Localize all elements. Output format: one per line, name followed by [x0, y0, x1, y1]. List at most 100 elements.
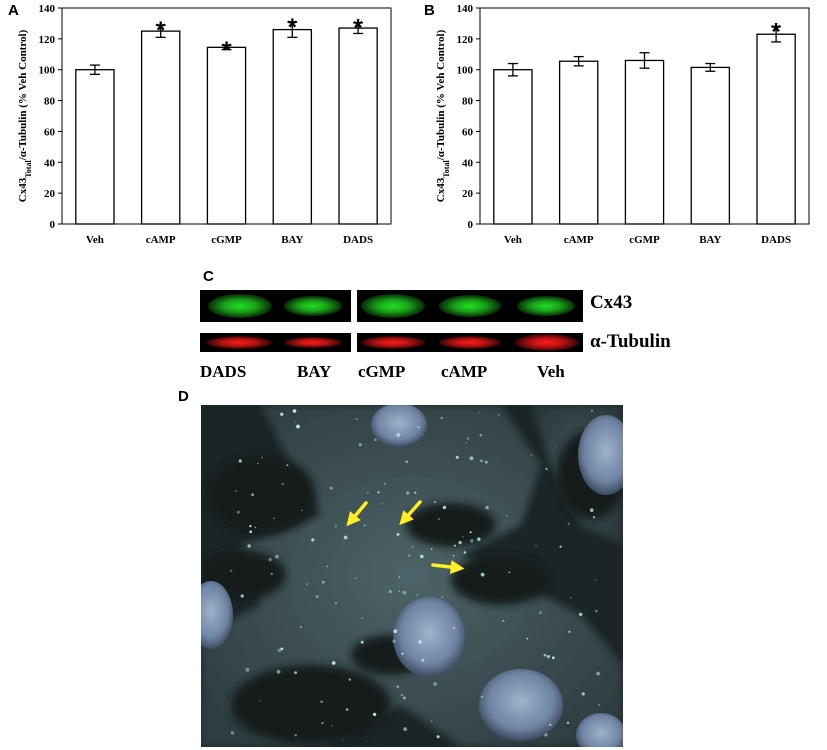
band-tub-camp [439, 336, 501, 349]
cx43-puncta [480, 572, 485, 577]
micrograph-image [201, 405, 623, 747]
cx43-puncta [484, 460, 488, 464]
cx43-puncta [326, 565, 328, 568]
y-tick-label: 60 [44, 126, 56, 138]
blot-row-cx43-right [357, 290, 583, 322]
cx43-puncta [329, 486, 333, 490]
cx43-puncta [342, 738, 344, 741]
cx43-puncta [479, 459, 483, 463]
cx43-puncta [420, 554, 424, 559]
category-label: cGMP [211, 234, 242, 246]
cx43-puncta [438, 518, 440, 520]
y-axis-label-main: Cx43 [17, 177, 29, 202]
bar-dads [756, 33, 796, 225]
cx43-puncta [479, 411, 481, 414]
y-axis-label-rest: /α-Tubulin (% Veh Control) [435, 29, 447, 161]
cx43-puncta [405, 460, 409, 463]
cx43-puncta [257, 462, 259, 464]
cx43-puncta [392, 639, 396, 643]
cx43-puncta [354, 577, 357, 580]
cx43-puncta [383, 482, 386, 485]
cx43-puncta [485, 505, 489, 510]
cx43-puncta [505, 515, 508, 517]
cx43-puncta [539, 611, 542, 615]
cx43-puncta [416, 594, 419, 596]
cx43-puncta [311, 538, 315, 542]
cx43-puncta [552, 656, 555, 660]
significance-marker: * [771, 19, 781, 46]
cx43-puncta [388, 590, 392, 594]
cx43-puncta [320, 700, 323, 704]
cx43-puncta [549, 723, 552, 726]
lane-label-cgmp: cGMP [358, 362, 406, 381]
cx43-puncta [455, 455, 459, 459]
cx43-puncta [479, 434, 483, 437]
cx43-puncta [398, 576, 401, 578]
cx43-puncta [458, 540, 462, 545]
cx43-puncta [345, 708, 349, 711]
y-tick-label: 120 [457, 34, 474, 46]
cx43-puncta [470, 539, 474, 543]
category-label: cAMP [146, 234, 176, 246]
y-tick-label: 20 [44, 188, 56, 200]
cx43-puncta [414, 491, 417, 494]
cx43-puncta [331, 661, 336, 665]
significance-marker: * [353, 15, 363, 42]
cx43-puncta [403, 696, 406, 700]
cx43-puncta [408, 554, 411, 557]
cx43-puncta [292, 409, 297, 413]
cx43-puncta [477, 537, 481, 541]
cx43-puncta [306, 583, 308, 586]
fluorescence-micrograph [201, 405, 623, 747]
cx43-puncta [249, 530, 252, 534]
panel-label-d: D [178, 388, 189, 405]
band-tub-cgmp [361, 336, 425, 349]
cx43-puncta [301, 509, 303, 511]
cx43-puncta [403, 727, 407, 731]
lane-label-dads: DADS [200, 362, 247, 381]
cx43-puncta [261, 456, 263, 459]
y-tick-label: 0 [50, 219, 56, 231]
cx43-puncta [591, 409, 593, 412]
bar-veh [493, 69, 533, 225]
cx43-puncta [296, 424, 300, 429]
cx43-puncta [581, 692, 585, 696]
y-tick-label: 0 [468, 219, 474, 231]
cx43-puncta [526, 637, 529, 640]
y-tick-label: 140 [457, 3, 474, 15]
blot-label-tubulin: α-Tubulin [590, 331, 671, 352]
cx43-puncta [401, 652, 404, 655]
cx43-puncta [249, 525, 252, 528]
bar-cgmp [624, 59, 665, 225]
cx43-puncta [421, 658, 425, 662]
cx43-puncta [596, 671, 600, 676]
cx43-puncta [331, 725, 333, 727]
y-axis-label-rest: /α-Tubulin (% Veh Control) [17, 29, 29, 161]
lane-label-bay: BAY [297, 362, 332, 381]
cx43-puncta [466, 437, 470, 440]
cx43-puncta [300, 626, 302, 628]
band-cx43-dads [208, 294, 272, 318]
chart-a: 0 20 40 60 80 100 120 140 Cx43Total/α-Tubulin (%… [17, 3, 392, 246]
cx43-puncta [360, 640, 364, 644]
category-label: Veh [86, 234, 104, 246]
band-cx43-bay [284, 296, 342, 316]
cx43-puncta [454, 544, 456, 547]
cx43-puncta [259, 700, 261, 702]
cx43-puncta [530, 454, 533, 456]
cx43-puncta [281, 482, 284, 486]
y-tick-label: 40 [462, 157, 474, 169]
cx43-puncta [598, 703, 600, 706]
cx43-puncta [240, 594, 244, 598]
cx43-puncta [273, 517, 275, 519]
significance-marker: * [156, 17, 166, 44]
panel-label-a: A [8, 2, 19, 19]
cx43-puncta [442, 505, 447, 510]
y-axis-label-sub: Total [24, 160, 33, 178]
category-label: Veh [504, 234, 522, 246]
cx43-puncta [315, 595, 319, 599]
cx43-puncta [452, 626, 456, 630]
cx43-puncta [396, 533, 400, 536]
cx43-puncta [502, 619, 505, 622]
cx43-puncta [393, 629, 398, 634]
